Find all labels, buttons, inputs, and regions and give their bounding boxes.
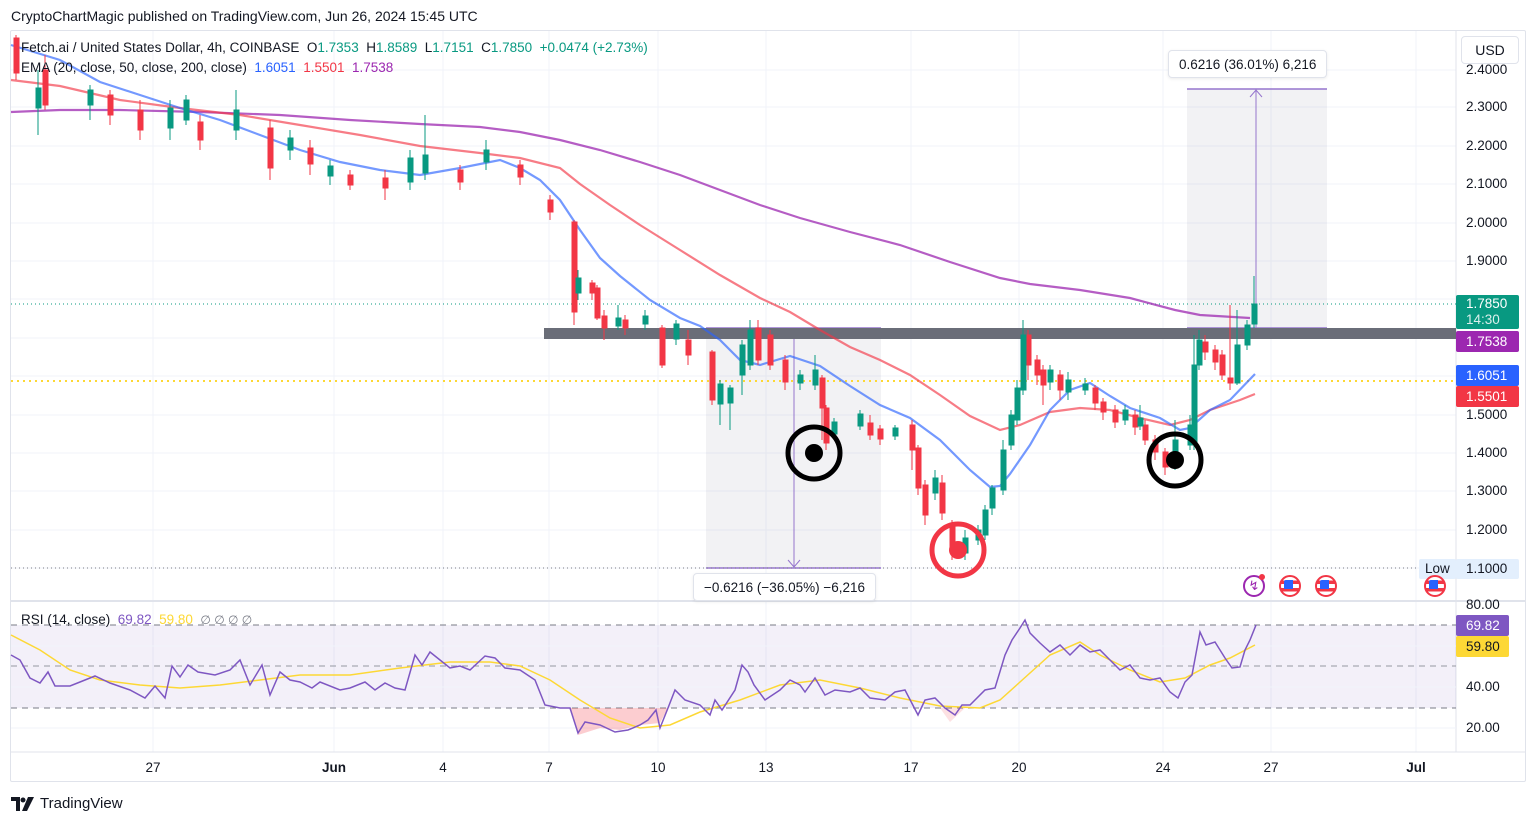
time-axis-label: Jul xyxy=(1406,760,1426,775)
price-axis-label: 1.5000 xyxy=(1466,407,1508,422)
rsi-label: RSI (14, close) xyxy=(21,612,111,627)
time-axis-label: 27 xyxy=(145,760,161,775)
ema200-line xyxy=(10,108,1251,320)
rsi-ma-value: 59.80 xyxy=(159,612,193,627)
open-value: 1.7353 xyxy=(317,40,359,55)
price-axis-label: 2.1000 xyxy=(1466,176,1508,191)
last-price-tag: 1.7850 14:30 xyxy=(1456,295,1519,329)
candlestick-series xyxy=(13,35,1258,560)
rsi-value-tag: 69.82 xyxy=(1456,615,1509,636)
time-axis-label: 20 xyxy=(1011,760,1027,775)
measure-range-down[interactable] xyxy=(706,327,881,569)
price-axis-label: 2.4000 xyxy=(1466,62,1508,77)
measure-up-label[interactable]: 0.6216 (36.01%) 6,216 xyxy=(1168,50,1328,78)
currency-button[interactable]: USD xyxy=(1461,36,1519,64)
tradingview-brand[interactable]: TradingView xyxy=(11,795,123,812)
symbol-legend[interactable]: Fetch.ai / United States Dollar, 4h, COI… xyxy=(21,40,648,55)
rsi-legend[interactable]: RSI (14, close) 69.82 59.80 ∅ ∅ ∅ ∅ xyxy=(21,612,252,627)
rsi-axis-label: 20.00 xyxy=(1466,720,1500,735)
rsi-pane xyxy=(10,618,1456,735)
low-price-tag: 1.1000 xyxy=(1456,559,1519,579)
ema50-value: 1.5501 xyxy=(303,60,345,75)
rsi-axis-label: 80.00 xyxy=(1466,597,1500,612)
us-flag-event-icon[interactable] xyxy=(1315,575,1337,597)
chart-frame xyxy=(10,30,1526,782)
time-axis-label: 4 xyxy=(439,760,447,775)
notification-dot-icon xyxy=(1259,574,1265,580)
vertical-grid xyxy=(152,31,1417,752)
ema200-value: 1.7538 xyxy=(352,60,394,75)
ema-label: EMA (20, close, 50, close, 200, close) xyxy=(21,60,247,75)
us-flag-event-icon[interactable] xyxy=(1279,575,1301,597)
price-axis-label: 1.3000 xyxy=(1466,483,1508,498)
rsi-na-values: ∅ ∅ ∅ ∅ xyxy=(200,613,253,627)
ema20-price-tag: 1.6051 xyxy=(1456,365,1519,386)
left-shoulder-marker[interactable] xyxy=(785,424,843,482)
time-axis-label: Jun xyxy=(321,760,347,775)
ema-legend[interactable]: EMA (20, close, 50, close, 200, close) 1… xyxy=(21,60,393,75)
price-axis-label: 1.2000 xyxy=(1466,522,1508,537)
ema20-value: 1.6051 xyxy=(254,60,296,75)
right-shoulder-marker[interactable] xyxy=(1146,431,1204,489)
price-axis-label: 2.0000 xyxy=(1466,215,1508,230)
time-axis-label: 10 xyxy=(650,760,666,775)
resistance-zone[interactable] xyxy=(544,328,1456,339)
measure-down-label[interactable]: −0.6216 (−36.05%) −6,216 xyxy=(693,573,877,601)
rsi-ma-tag: 59.80 xyxy=(1456,636,1509,657)
rsi-ma-line xyxy=(10,634,1256,729)
tradingview-logo-icon xyxy=(11,796,34,811)
time-axis-label: 24 xyxy=(1155,760,1171,775)
rsi-value: 69.82 xyxy=(117,612,152,627)
rsi-axis-label: 40.00 xyxy=(1466,679,1500,694)
head-marker[interactable] xyxy=(929,521,987,579)
bar-countdown: 14:30 xyxy=(1466,312,1500,327)
price-axis-label: 2.2000 xyxy=(1466,138,1508,153)
lightning-event-icon[interactable]: ↯ xyxy=(1243,575,1265,597)
change-value: +0.0474 (+2.73%) xyxy=(539,40,648,55)
ema50-line xyxy=(10,78,1256,432)
price-axis-label: 1.4000 xyxy=(1466,445,1508,460)
price-axis-label: 1.9000 xyxy=(1466,253,1508,268)
us-flag-event-icon[interactable] xyxy=(1424,575,1446,597)
brand-name: TradingView xyxy=(40,795,123,812)
publisher-line: CryptoChartMagic published on TradingVie… xyxy=(11,8,478,24)
low-value: 1.7151 xyxy=(432,40,474,55)
ema200-price-tag: 1.7538 xyxy=(1456,331,1519,352)
low-label-tag: Low xyxy=(1419,559,1456,579)
symbol-title: Fetch.ai / United States Dollar, 4h, COI… xyxy=(21,40,300,55)
ema50-price-tag: 1.5501 xyxy=(1456,386,1519,407)
high-value: 1.8589 xyxy=(375,40,418,55)
time-axis-label: 17 xyxy=(903,760,919,775)
time-axis-label: 27 xyxy=(1263,760,1279,775)
price-axis-label: 2.3000 xyxy=(1466,99,1508,114)
time-axis-label: 7 xyxy=(545,760,553,775)
measure-range-up[interactable] xyxy=(1187,88,1327,329)
rsi-line xyxy=(10,618,1257,735)
close-value: 1.7850 xyxy=(490,40,533,55)
time-axis-label: 13 xyxy=(758,760,774,775)
